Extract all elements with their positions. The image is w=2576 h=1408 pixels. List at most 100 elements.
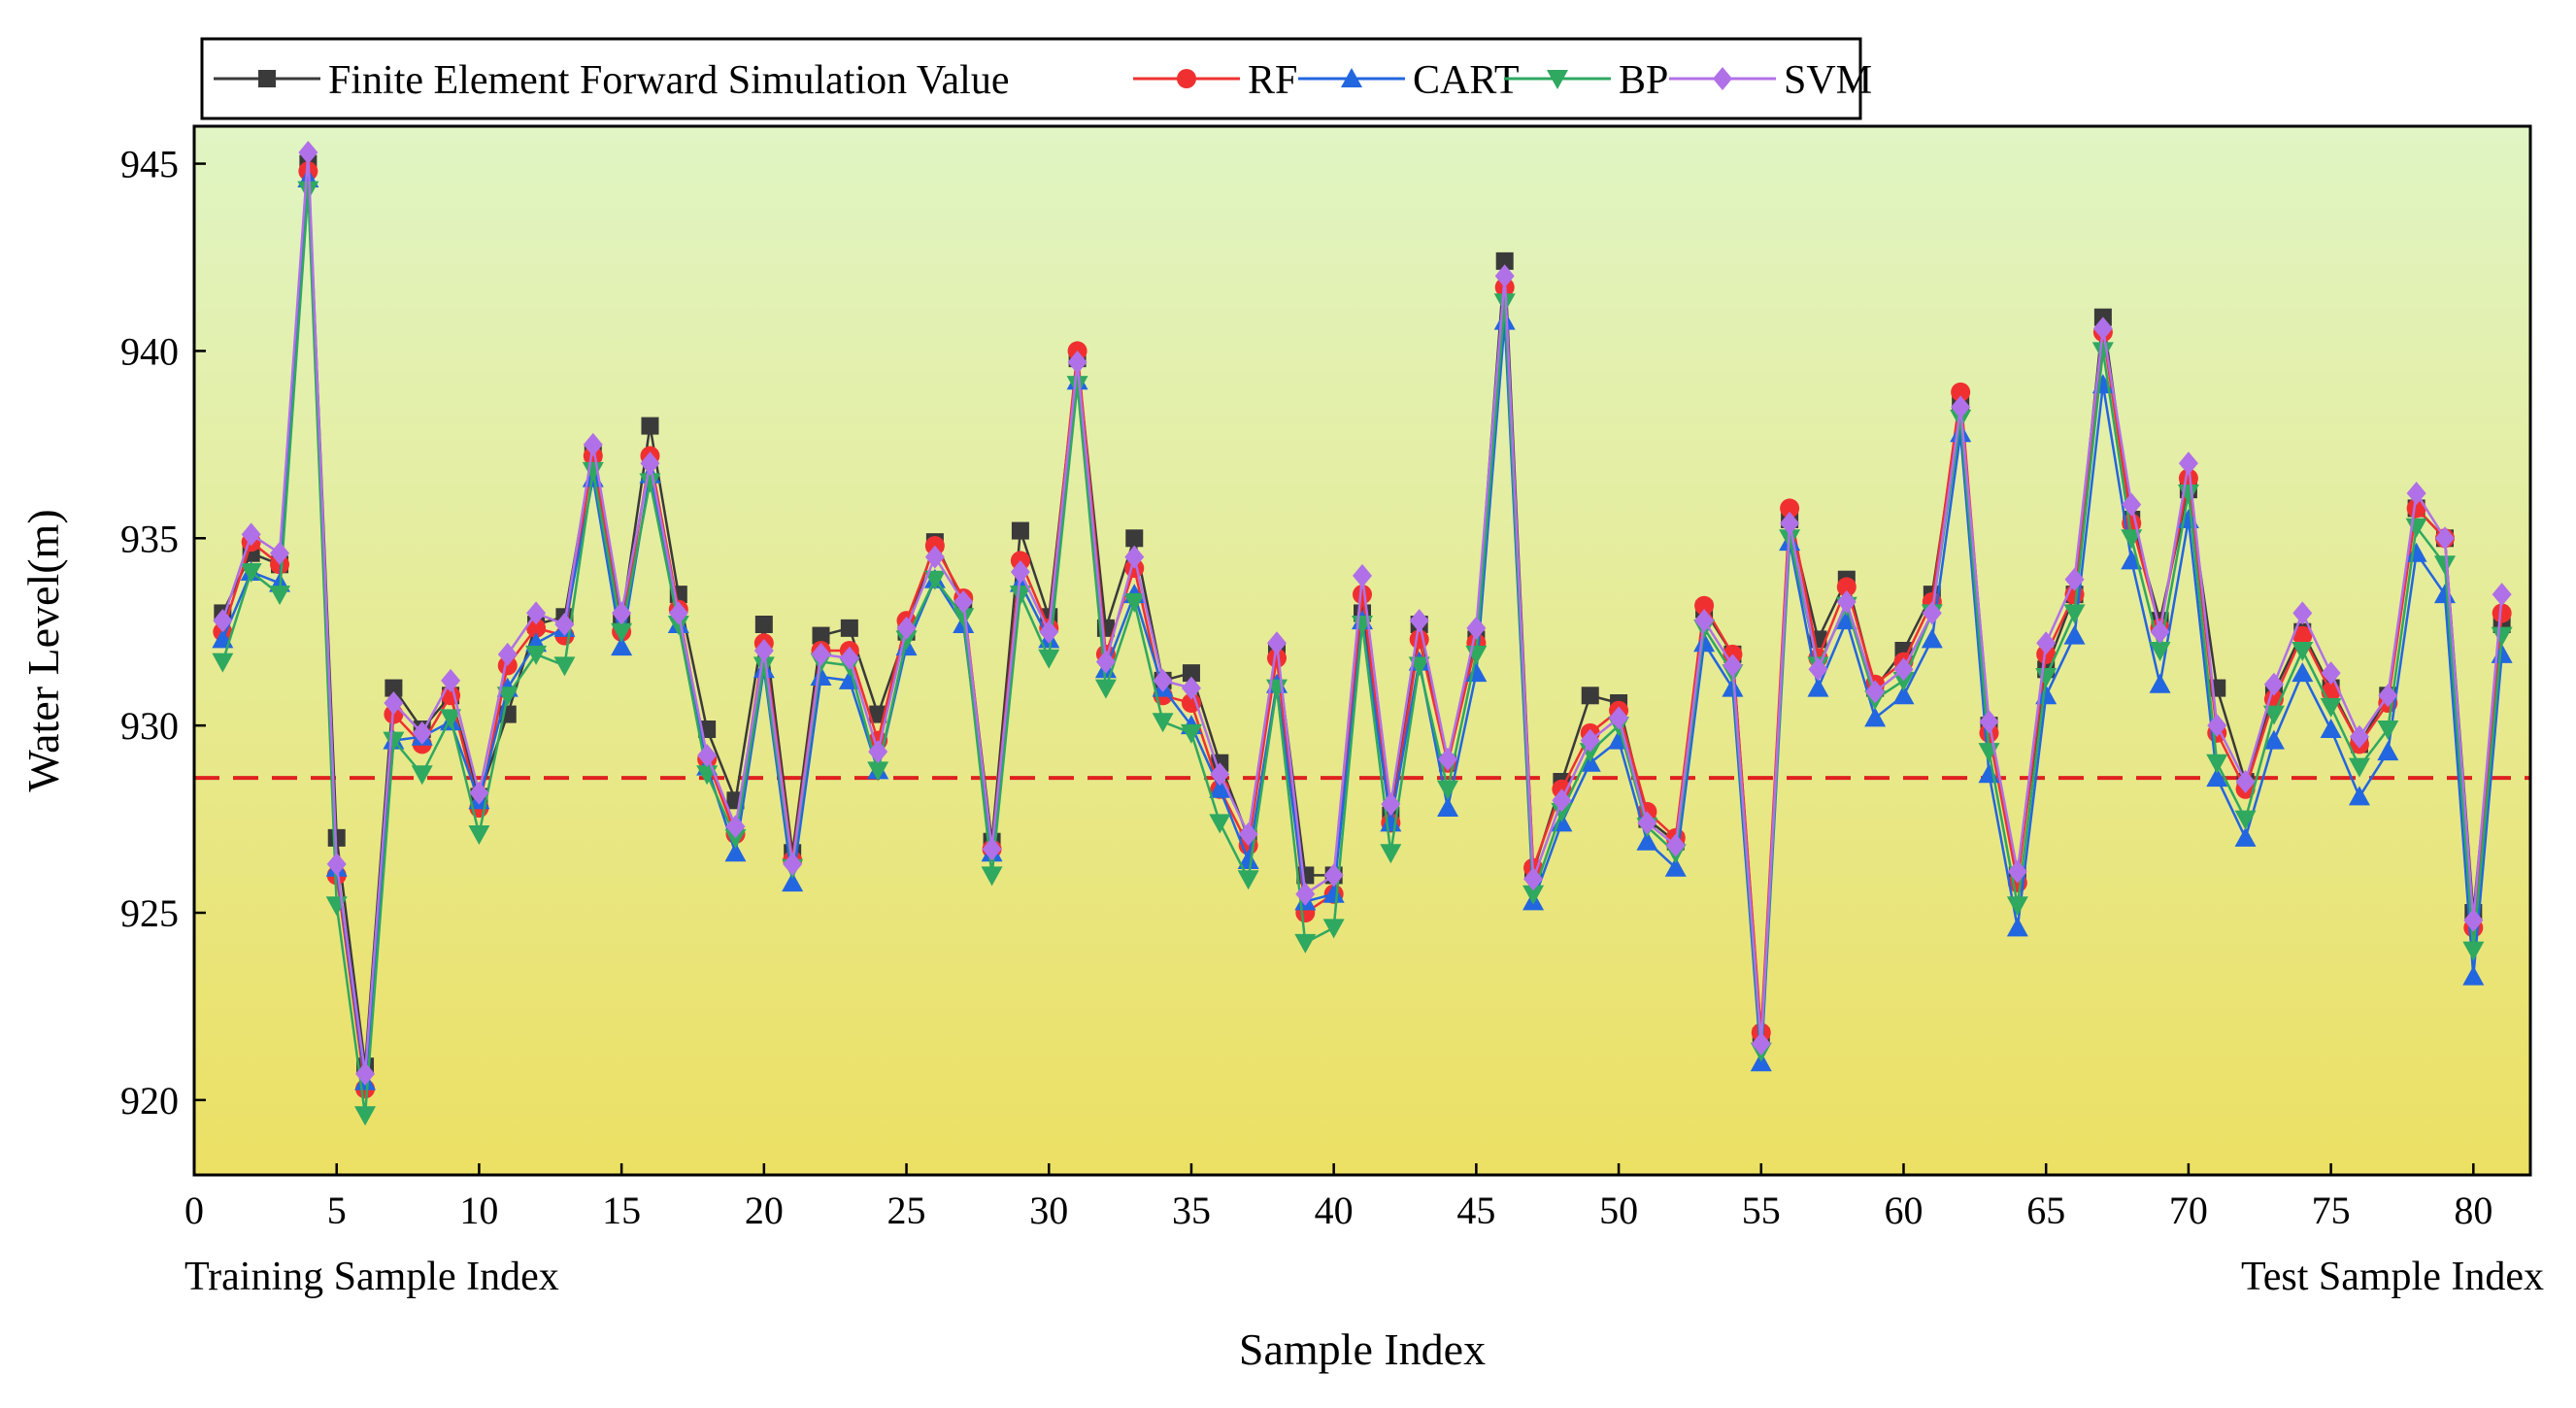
data-point — [412, 721, 432, 745]
data-point — [868, 740, 888, 764]
data-point — [2348, 757, 2370, 778]
data-point — [895, 630, 918, 651]
data-point — [1636, 830, 1658, 851]
data-point — [867, 761, 889, 782]
data-point — [1123, 592, 1146, 613]
data-point — [1380, 812, 1402, 832]
data-point — [2091, 342, 2114, 362]
data-point — [754, 616, 773, 633]
data-point — [2378, 684, 2398, 708]
y-axis-label: Water Level(m) — [18, 509, 68, 791]
data-point — [924, 545, 945, 569]
legend-marker — [1341, 68, 1362, 87]
data-point — [1921, 628, 1943, 649]
data-point — [2377, 741, 2399, 761]
data-point — [440, 709, 462, 729]
data-point — [326, 852, 347, 876]
data-point — [611, 622, 633, 643]
data-point — [1751, 1032, 1771, 1056]
data-point — [411, 765, 433, 786]
data-point — [2035, 668, 2057, 687]
data-point — [269, 586, 291, 606]
data-point — [725, 815, 746, 839]
data-point — [582, 461, 604, 482]
legend-label: SVM — [1784, 58, 1872, 103]
data-point — [525, 645, 548, 665]
data-point — [1893, 657, 1914, 682]
data-point — [2121, 529, 2143, 550]
data-point — [2092, 317, 2113, 341]
data-point — [1209, 778, 1231, 798]
data-point — [2492, 583, 2512, 607]
data-point — [810, 666, 832, 686]
y-tick-label: 920 — [120, 1079, 179, 1123]
data-point — [2463, 908, 2484, 932]
data-point — [1353, 563, 1372, 587]
data-point — [2206, 767, 2228, 788]
data-point — [612, 601, 632, 625]
data-point — [1522, 885, 1545, 905]
data-point — [611, 636, 633, 656]
data-point — [1066, 376, 1088, 396]
data-point — [953, 608, 975, 628]
data-point — [1266, 648, 1287, 668]
data-point — [2122, 492, 2142, 517]
data-point — [2434, 526, 2455, 551]
data-point — [270, 541, 290, 565]
data-point — [297, 181, 319, 201]
x-tick-labels: 0 5 10 15 20 25 30 35 40 45 50 55 60 65 70 75 80 — [184, 1189, 2492, 1232]
x-tick-label: 45 — [1456, 1189, 1495, 1232]
data-point — [554, 613, 575, 636]
data-point — [1836, 589, 1857, 614]
data-point — [2036, 631, 2057, 655]
data-point — [383, 731, 405, 752]
data-point — [1580, 728, 1600, 753]
y-tick-label: 935 — [120, 517, 179, 560]
data-point — [2320, 697, 2342, 718]
data-point — [753, 656, 775, 677]
data-point — [1864, 707, 1887, 727]
data-point — [640, 452, 660, 476]
data-point — [2321, 661, 2341, 686]
data-point — [384, 691, 404, 715]
data-point — [1380, 844, 1402, 864]
x-tick-label: 30 — [1029, 1189, 1068, 1232]
data-point — [1979, 710, 1999, 734]
y-tick-label: 945 — [120, 143, 179, 186]
data-point — [2149, 673, 2171, 693]
x-tick-label: 15 — [602, 1189, 641, 1232]
y-tick-label: 925 — [120, 891, 179, 935]
data-point — [1836, 577, 1857, 597]
data-point — [2207, 714, 2227, 738]
data-point — [497, 642, 518, 666]
data-point — [1322, 883, 1345, 903]
data-point — [1237, 850, 1259, 869]
data-point — [1266, 631, 1287, 655]
data-point — [469, 781, 489, 805]
data-point — [923, 570, 946, 590]
data-point — [783, 852, 803, 876]
data-point — [1437, 797, 1459, 817]
data-point — [981, 866, 1003, 887]
x-tick-label: 20 — [745, 1189, 784, 1232]
data-point — [1494, 264, 1515, 288]
x-tick-label: 50 — [1599, 1189, 1638, 1232]
data-point — [2262, 705, 2285, 725]
data-point — [1181, 676, 1201, 700]
data-point — [2235, 770, 2256, 793]
data-point — [1552, 788, 1572, 813]
legend-label: BP — [1619, 58, 1668, 103]
data-point — [213, 609, 233, 633]
data-point — [1237, 870, 1259, 890]
x-tick-label: 40 — [1315, 1189, 1354, 1232]
data-point — [2063, 604, 2086, 624]
data-point — [1323, 863, 1344, 888]
data-point — [811, 642, 831, 666]
data-point — [839, 646, 859, 670]
data-point — [1294, 933, 1317, 954]
data-point — [1693, 632, 1716, 653]
axis-ticks — [192, 162, 2475, 1175]
data-point — [1637, 811, 1657, 835]
data-point — [2292, 625, 2313, 646]
data-point — [240, 563, 262, 583]
